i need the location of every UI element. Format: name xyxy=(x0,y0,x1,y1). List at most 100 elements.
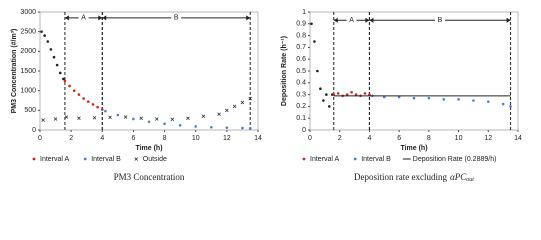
interval-label: A xyxy=(349,17,354,24)
point xyxy=(350,90,353,94)
y-tick-label: 0.4 xyxy=(296,80,306,87)
point xyxy=(328,105,331,108)
point xyxy=(178,123,182,127)
interval-label: B xyxy=(438,17,443,24)
interval-label: A xyxy=(81,15,86,22)
legend-label: Interval B xyxy=(91,156,121,163)
point xyxy=(217,112,221,117)
point xyxy=(472,99,475,102)
x-tick-label: 0 xyxy=(308,135,312,142)
point xyxy=(170,117,175,122)
point xyxy=(43,34,46,37)
x-tick-label: 8 xyxy=(163,135,167,142)
point xyxy=(225,108,229,113)
point xyxy=(509,105,512,108)
interval-label-bg xyxy=(171,12,182,23)
point xyxy=(100,108,104,111)
legend-label: Outside xyxy=(143,156,167,163)
x-tick-label: 12 xyxy=(484,135,492,142)
point xyxy=(68,84,71,88)
point xyxy=(40,30,43,33)
point xyxy=(123,115,128,119)
y-tick-label: 1500 xyxy=(20,68,36,75)
y-tick-label: 3000 xyxy=(20,9,36,16)
y-tick-label: 0.3 xyxy=(296,91,306,98)
point xyxy=(186,116,190,120)
point xyxy=(49,48,53,51)
point xyxy=(241,126,244,130)
point xyxy=(92,116,97,120)
point xyxy=(325,93,328,96)
point xyxy=(345,93,349,96)
x-axis-label: Time (h) xyxy=(135,145,162,152)
y-axis-label: PM3 Concentration (#/m³) xyxy=(11,29,18,114)
interval-label-bg xyxy=(346,15,357,26)
point xyxy=(62,77,65,81)
caption: Deposition rate excluding αPCout xyxy=(354,172,474,183)
y-tick-label: 0.9 xyxy=(296,21,306,28)
y-tick-label: 0.7 xyxy=(296,44,306,51)
y-tick-label: 2000 xyxy=(20,48,36,55)
x-tick-label: 0 xyxy=(38,135,42,142)
point xyxy=(412,96,416,100)
interval-label-bg xyxy=(435,15,445,26)
point xyxy=(163,122,166,126)
point xyxy=(442,98,446,101)
point xyxy=(240,100,245,105)
point xyxy=(319,87,322,90)
caption-part: PM3 Concentration xyxy=(114,172,185,182)
legend-label: Deposition Rate (0.2889/h) xyxy=(413,156,497,163)
interval-label: B xyxy=(174,15,179,22)
legend-marker xyxy=(302,157,306,161)
plot-frame xyxy=(309,11,519,131)
point xyxy=(147,120,151,124)
x-tick-label: 14 xyxy=(254,135,262,142)
point xyxy=(52,55,56,59)
point xyxy=(82,97,85,100)
legend-label: Interval A xyxy=(310,156,340,163)
x-tick-label: 10 xyxy=(455,135,463,142)
legend-label: Interval B xyxy=(361,156,391,163)
point xyxy=(55,63,59,67)
point xyxy=(63,79,67,83)
point xyxy=(332,93,336,96)
point xyxy=(108,115,112,120)
y-tick-label: 0 xyxy=(32,127,36,134)
point xyxy=(310,22,313,26)
legend-label: Interval A xyxy=(40,156,70,163)
point xyxy=(336,92,340,95)
point xyxy=(139,116,143,120)
point xyxy=(457,98,460,101)
point xyxy=(248,126,252,130)
y-tick-label: 0.8 xyxy=(296,32,306,39)
plot-frame xyxy=(39,11,259,131)
y-tick-label: 0.2 xyxy=(296,103,306,110)
x-tick-label: 6 xyxy=(397,135,401,142)
point xyxy=(363,92,367,95)
x-axis-label: Time (h) xyxy=(400,145,427,152)
point xyxy=(322,99,325,102)
y-tick-label: 500 xyxy=(24,107,36,114)
caption-part: Deposition rate excluding xyxy=(354,172,447,182)
point xyxy=(86,100,90,103)
page: 0 500 1000 1500 2000 2500 3000 0 2 4 6 8 10 12 14 Time … xyxy=(10,8,522,184)
point xyxy=(58,71,62,75)
x-tick-label: 4 xyxy=(100,135,104,142)
x-tick-label: 14 xyxy=(514,135,522,142)
x-tick-label: 10 xyxy=(192,135,200,142)
point xyxy=(77,116,81,120)
x-tick-label: 4 xyxy=(367,135,371,142)
point xyxy=(64,115,69,119)
point xyxy=(354,93,358,96)
point xyxy=(41,118,45,122)
caption-part: out xyxy=(466,177,474,183)
y-tick-label: 0 xyxy=(302,127,306,134)
point xyxy=(501,102,505,106)
point xyxy=(316,69,319,73)
point xyxy=(96,105,99,109)
caption: PM3 Concentration xyxy=(114,172,185,182)
point xyxy=(155,117,159,121)
arrow-head xyxy=(333,17,370,23)
point xyxy=(194,125,198,128)
